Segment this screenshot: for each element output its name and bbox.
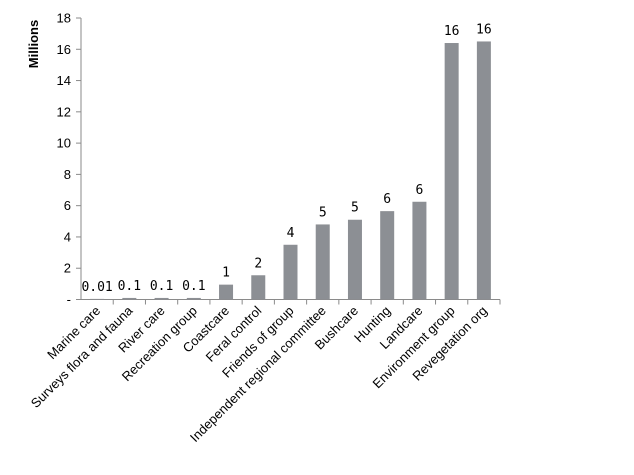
data-label: 6 — [383, 192, 391, 207]
data-label: 5 — [319, 205, 327, 220]
bar — [347, 219, 362, 300]
y-tick-label: 8 — [64, 167, 71, 182]
bars — [90, 41, 491, 300]
bar — [186, 297, 201, 300]
y-tick-label: 6 — [64, 198, 71, 213]
bar — [154, 297, 169, 300]
y-tick-label: 16 — [57, 42, 71, 57]
bar — [476, 41, 491, 300]
bar — [315, 224, 330, 300]
bar — [251, 275, 266, 300]
bar — [122, 297, 137, 300]
y-axis-label: Millions — [26, 20, 41, 68]
y-tick-label: 14 — [57, 73, 71, 88]
data-label: 16 — [444, 24, 460, 39]
data-labels: 0.01 0.1 0.1 0.1 1 2 4 5 5 6 6 16 16 — [81, 22, 491, 294]
data-label: 0.1 — [150, 279, 173, 294]
y-tick-label: 10 — [57, 136, 71, 151]
y-tick-label: 12 — [57, 104, 71, 119]
y-tick-label: 4 — [64, 229, 71, 244]
data-label: 0.1 — [118, 279, 141, 294]
data-label: 0.1 — [182, 279, 205, 294]
bar — [283, 244, 298, 300]
data-label: 6 — [416, 183, 424, 198]
data-label: 0.01 — [81, 280, 112, 295]
data-label: 4 — [287, 226, 295, 241]
bar — [219, 284, 234, 300]
data-label: 5 — [351, 201, 359, 216]
bar — [90, 298, 105, 300]
bar — [444, 43, 459, 300]
data-label: 1 — [222, 266, 230, 281]
y-tick-label: 18 — [57, 11, 71, 26]
bar — [412, 201, 427, 300]
y-tick-label: - — [67, 292, 71, 307]
data-label: 2 — [254, 256, 262, 271]
y-tick-label: 2 — [64, 261, 71, 276]
data-label: 16 — [476, 22, 492, 37]
bar — [380, 211, 395, 300]
